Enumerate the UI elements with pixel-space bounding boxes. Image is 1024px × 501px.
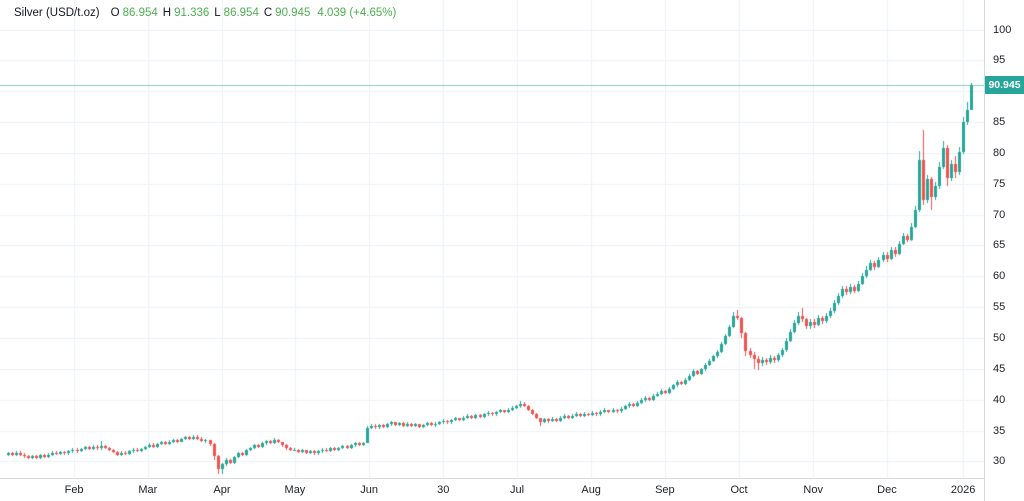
- price-tick-label: 30: [993, 455, 1006, 468]
- price-tick-label: 40: [993, 393, 1006, 406]
- price-tick-label: 65: [993, 239, 1006, 252]
- high-label: H: [162, 7, 172, 19]
- price-tick-label: 75: [993, 177, 1006, 190]
- close-label: C: [263, 7, 273, 19]
- price-axis[interactable]: 100959085807570656055504540353090.945: [984, 0, 1024, 501]
- time-tick-label: Mar: [138, 484, 158, 496]
- price-tick-label: 95: [993, 54, 1006, 67]
- price-tick-label: 45: [993, 362, 1006, 375]
- time-tick-label: Apr: [213, 484, 231, 496]
- high-value: 91.336: [174, 7, 210, 19]
- candlestick-plot[interactable]: [0, 0, 984, 478]
- time-tick-label: Feb: [64, 484, 84, 496]
- time-tick-label: May: [284, 484, 306, 496]
- low-value: 86.954: [223, 7, 259, 19]
- price-tick-label: 100: [993, 23, 1012, 36]
- time-tick-label: 30: [437, 484, 450, 496]
- time-tick-label: Nov: [803, 484, 823, 496]
- last-price-badge: 90.945: [985, 76, 1024, 95]
- time-tick-label: Dec: [877, 484, 897, 496]
- price-tick-label: 50: [993, 331, 1006, 344]
- time-axis[interactable]: Feb Mar Apr May Jun 30 Jul Aug Sep Oct Nov Dec 2026: [0, 478, 984, 501]
- symbol-name: Silver (USD/t.oz): [14, 7, 100, 19]
- time-tick-label: Sep: [655, 484, 675, 496]
- open-label: O: [110, 7, 120, 19]
- low-label: L: [214, 7, 221, 19]
- open-value: 86.954: [122, 7, 158, 19]
- price-tick-label: 80: [993, 146, 1006, 159]
- price-tick-label: 70: [993, 208, 1006, 221]
- time-tick-label: Jul: [509, 484, 525, 496]
- time-tick-label: 2026: [950, 484, 976, 496]
- price-tick-label: 35: [993, 424, 1006, 437]
- close-value: 90.945: [275, 7, 311, 19]
- price-tick-label: 85: [993, 116, 1006, 129]
- change-value: 4.039 (+4.65%): [317, 7, 397, 19]
- time-tick-label: Aug: [581, 484, 601, 496]
- time-tick-label: Oct: [730, 484, 748, 496]
- time-tick-label: Jun: [360, 484, 378, 496]
- symbol-legend: Silver (USD/t.oz) O 86.954 H 91.336 L 86.954 C 9…: [14, 6, 396, 20]
- price-tick-label: 55: [993, 301, 1006, 314]
- price-tick-label: 60: [993, 270, 1006, 283]
